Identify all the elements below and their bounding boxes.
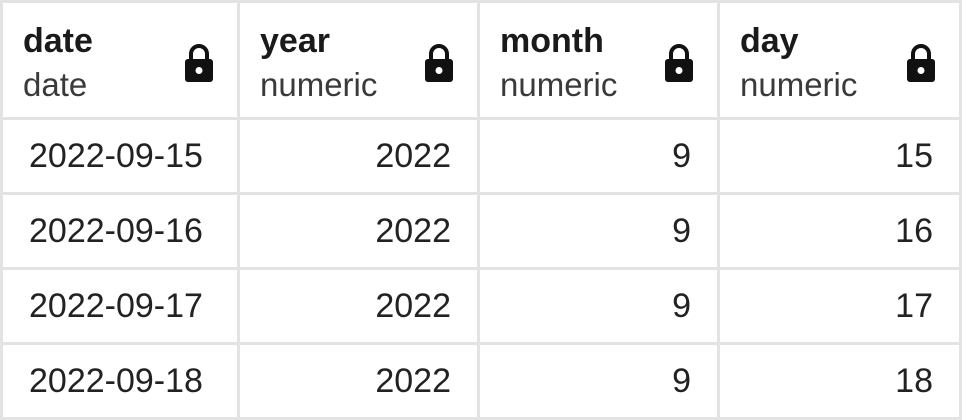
- table-cell-date[interactable]: 2022-09-17: [0, 270, 240, 345]
- table-cell-day[interactable]: 16: [720, 195, 962, 270]
- table-cell-month[interactable]: 9: [480, 195, 720, 270]
- column-header-year[interactable]: year numeric: [240, 0, 480, 120]
- table-cell-day[interactable]: 18: [720, 345, 962, 420]
- column-name: date: [23, 22, 93, 60]
- table-cell-day[interactable]: 15: [720, 120, 962, 195]
- column-type: numeric: [500, 66, 618, 103]
- column-header-month[interactable]: month numeric: [480, 0, 720, 120]
- table-cell-day[interactable]: 17: [720, 270, 962, 345]
- table-cell-date[interactable]: 2022-09-16: [0, 195, 240, 270]
- table-cell-year[interactable]: 2022: [240, 345, 480, 420]
- table-cell-year[interactable]: 2022: [240, 270, 480, 345]
- column-name: year: [260, 22, 330, 60]
- column-header-day[interactable]: day numeric: [720, 0, 962, 120]
- table-cell-year[interactable]: 2022: [240, 195, 480, 270]
- table-cell-month[interactable]: 9: [480, 270, 720, 345]
- column-name: day: [740, 22, 799, 60]
- table-cell-date[interactable]: 2022-09-18: [0, 345, 240, 420]
- lock-icon: [907, 44, 935, 82]
- table-cell-month[interactable]: 9: [480, 345, 720, 420]
- column-type: date: [23, 66, 88, 103]
- table-cell-date[interactable]: 2022-09-15: [0, 120, 240, 195]
- table-cell-month[interactable]: 9: [480, 120, 720, 195]
- lock-icon: [185, 44, 213, 82]
- table-cell-year[interactable]: 2022: [240, 120, 480, 195]
- column-header-date[interactable]: date date: [0, 0, 240, 120]
- lock-icon: [665, 44, 693, 82]
- column-name: month: [500, 22, 604, 60]
- column-type: numeric: [740, 66, 858, 103]
- lock-icon: [425, 44, 453, 82]
- column-type: numeric: [260, 66, 378, 103]
